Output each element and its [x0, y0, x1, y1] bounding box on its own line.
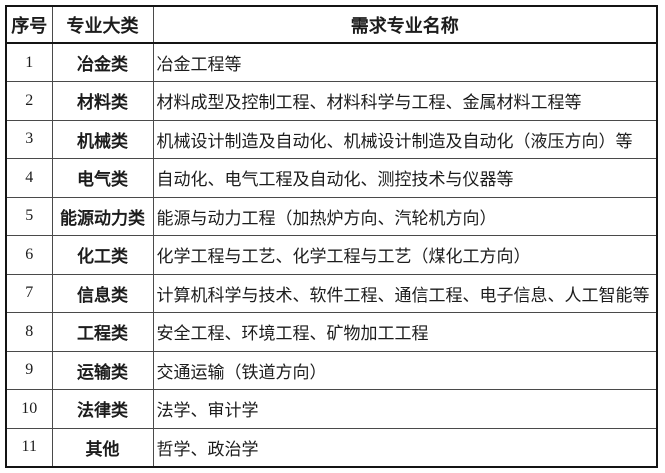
- serial-number-cell: 2: [5, 81, 53, 121]
- table-header: 序号 专业大类 需求专业名称: [5, 5, 658, 44]
- serial-number-cell: 9: [5, 350, 53, 390]
- serial-number-cell: 11: [5, 427, 53, 467]
- table-row: 10 法律类 法学、审计学: [5, 389, 658, 429]
- table-row: 1 冶金类 冶金工程等: [5, 42, 658, 82]
- table-row: 2 材料类 材料成型及控制工程、材料科学与工程、金属材料工程等: [5, 81, 658, 121]
- table-row: 3 机械类 机械设计制造及自动化、机械设计制造及自动化（液压方向）等: [5, 119, 658, 159]
- demanded-majors-cell: 冶金工程等: [152, 42, 658, 82]
- major-category-cell: 运输类: [51, 350, 154, 390]
- table-row: 8 工程类 安全工程、环境工程、矿物加工工程: [5, 312, 658, 352]
- demanded-majors-cell: 哲学、政治学: [152, 427, 658, 467]
- major-category-cell: 信息类: [51, 273, 154, 313]
- table-row: 7 信息类 计算机科学与技术、软件工程、通信工程、电子信息、人工智能等: [5, 273, 658, 313]
- serial-number-cell: 8: [5, 312, 53, 352]
- demanded-majors-cell: 机械设计制造及自动化、机械设计制造及自动化（液压方向）等: [152, 119, 658, 159]
- major-category-cell: 化工类: [51, 235, 154, 275]
- table-row: 9 运输类 交通运输（铁道方向）: [5, 350, 658, 390]
- table-row: 4 电气类 自动化、电气工程及自动化、测控技术与仪器等: [5, 158, 658, 198]
- major-category-cell: 能源动力类: [51, 196, 154, 236]
- major-category-cell: 工程类: [51, 312, 154, 352]
- demanded-majors-cell: 能源与动力工程（加热炉方向、汽轮机方向）: [152, 196, 658, 236]
- major-category-cell: 冶金类: [51, 42, 154, 82]
- serial-number-cell: 3: [5, 119, 53, 159]
- table-row: 11 其他 哲学、政治学: [5, 427, 658, 467]
- major-category-cell: 材料类: [51, 81, 154, 121]
- header-major-category: 专业大类: [51, 5, 154, 44]
- table-row: 5 能源动力类 能源与动力工程（加热炉方向、汽轮机方向）: [5, 196, 658, 236]
- serial-number-cell: 1: [5, 42, 53, 82]
- serial-number-cell: 10: [5, 389, 53, 429]
- serial-number-cell: 6: [5, 235, 53, 275]
- demanded-majors-cell: 法学、审计学: [152, 389, 658, 429]
- demanded-majors-cell: 安全工程、环境工程、矿物加工工程: [152, 312, 658, 352]
- demanded-majors-cell: 计算机科学与技术、软件工程、通信工程、电子信息、人工智能等: [152, 273, 658, 313]
- table-body: 1 冶金类 冶金工程等 2 材料类 材料成型及控制工程、材料科学与工程、金属材料…: [5, 42, 658, 467]
- header-demanded-majors: 需求专业名称: [152, 5, 658, 44]
- major-category-cell: 其他: [51, 427, 154, 467]
- serial-number-cell: 7: [5, 273, 53, 313]
- demanded-majors-cell: 材料成型及控制工程、材料科学与工程、金属材料工程等: [152, 81, 658, 121]
- table-header-row: 序号 专业大类 需求专业名称: [5, 5, 658, 44]
- header-serial-number: 序号: [5, 5, 53, 44]
- majors-demand-table: 序号 专业大类 需求专业名称 1 冶金类 冶金工程等 2 材料类 材料成型及控制…: [5, 5, 658, 468]
- demanded-majors-cell: 自动化、电气工程及自动化、测控技术与仪器等: [152, 158, 658, 198]
- serial-number-cell: 5: [5, 196, 53, 236]
- major-category-cell: 电气类: [51, 158, 154, 198]
- serial-number-cell: 4: [5, 158, 53, 198]
- major-category-cell: 机械类: [51, 119, 154, 159]
- table-row: 6 化工类 化学工程与工艺、化学工程与工艺（煤化工方向）: [5, 235, 658, 275]
- demanded-majors-cell: 交通运输（铁道方向）: [152, 350, 658, 390]
- demanded-majors-cell: 化学工程与工艺、化学工程与工艺（煤化工方向）: [152, 235, 658, 275]
- major-category-cell: 法律类: [51, 389, 154, 429]
